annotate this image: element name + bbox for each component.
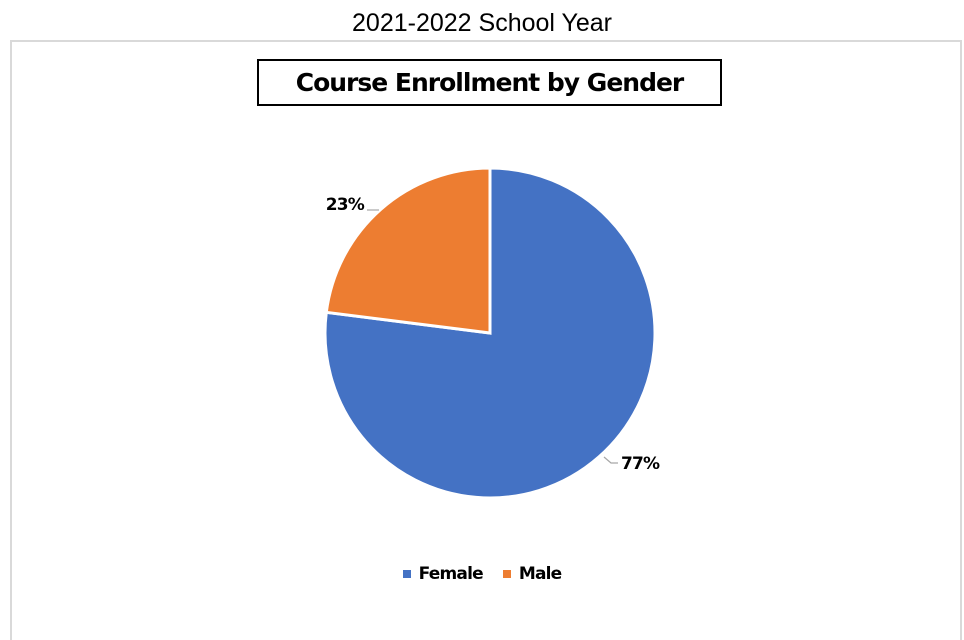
legend-label-female: Female	[418, 564, 484, 584]
legend-item-male: Male	[502, 564, 562, 584]
pie-slice-male	[324, 166, 492, 335]
chart-title-box: Course Enrollment by Gender	[257, 59, 722, 106]
pie-slice-female	[323, 166, 657, 500]
chart-title: Course Enrollment by Gender	[295, 68, 685, 97]
legend-swatch-female	[402, 570, 411, 578]
legend: Female Male	[0, 564, 964, 584]
data-label-female: 77%	[621, 454, 660, 474]
pie-chart: 77% 23%	[323, 166, 661, 500]
page-title: 2021-2022 School Year	[352, 9, 612, 37]
data-labels: 77% 23%	[326, 195, 661, 474]
legend-label-male: Male	[518, 564, 562, 584]
data-label-male: 23%	[326, 195, 365, 215]
chart-area	[10, 40, 962, 640]
leader-line-female	[603, 456, 618, 464]
legend-item-female: Female	[402, 564, 484, 584]
pie-slices	[323, 166, 657, 500]
legend-swatch-male	[502, 570, 511, 578]
leader-lines	[367, 209, 618, 464]
